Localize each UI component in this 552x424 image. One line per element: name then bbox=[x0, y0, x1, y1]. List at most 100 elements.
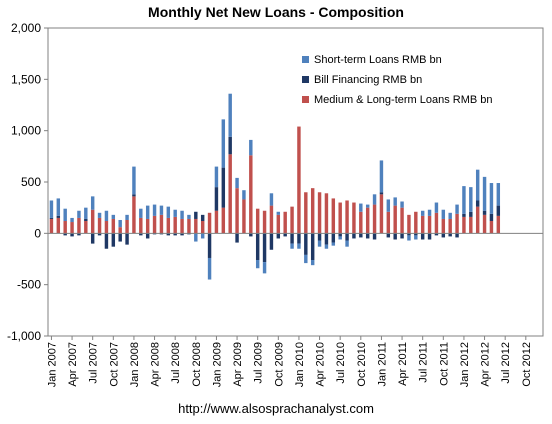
bar-segment bbox=[393, 197, 397, 206]
bar-segment bbox=[304, 192, 308, 234]
x-tick-label: Jan 2007 bbox=[46, 342, 58, 387]
bar-segment bbox=[496, 215, 501, 234]
bar-segment bbox=[407, 214, 411, 234]
x-tick-label: Apr 2011 bbox=[397, 342, 409, 386]
bar-segment bbox=[359, 203, 363, 212]
bar-segment bbox=[297, 243, 301, 249]
bar-segment bbox=[166, 233, 171, 236]
bar-segment bbox=[125, 214, 129, 220]
bar-segment bbox=[111, 214, 116, 219]
bar-segment bbox=[290, 233, 294, 244]
bar-segment bbox=[200, 233, 205, 239]
y-tick-label: -1,000 bbox=[7, 329, 41, 343]
bar-segment bbox=[200, 221, 205, 234]
bar-segment bbox=[49, 218, 54, 234]
legend-swatch bbox=[302, 76, 309, 83]
bar-segment bbox=[372, 233, 377, 240]
bar-segment bbox=[125, 219, 129, 234]
x-tick-label: Apr 2007 bbox=[67, 342, 79, 387]
bar-segment bbox=[414, 233, 418, 236]
bar-segment bbox=[84, 218, 88, 222]
bar-segment bbox=[462, 213, 466, 217]
bar-segment bbox=[194, 218, 198, 234]
x-tick-label: Oct 2011 bbox=[438, 342, 450, 386]
bar-segment bbox=[139, 208, 143, 218]
bar-segment bbox=[180, 210, 184, 219]
bar-segment bbox=[77, 233, 81, 236]
bar-segment bbox=[63, 208, 67, 222]
bar-segment bbox=[386, 233, 391, 238]
bar-segment bbox=[420, 215, 425, 234]
bar-segment bbox=[194, 211, 198, 219]
bar-segment bbox=[180, 233, 184, 236]
bar-segment bbox=[207, 233, 212, 258]
bar-segment bbox=[228, 154, 232, 234]
chart-source-text: http://www.alsosprachanalyst.com bbox=[178, 401, 374, 416]
bar-segment bbox=[200, 214, 205, 222]
y-tick-label: -500 bbox=[17, 278, 41, 292]
bar-segment bbox=[345, 200, 349, 234]
bar-segment bbox=[97, 233, 102, 236]
bar-segment bbox=[118, 219, 122, 228]
bar-segment bbox=[221, 207, 226, 234]
x-tick-label: Oct 2007 bbox=[108, 342, 120, 387]
bar-segment bbox=[77, 217, 81, 234]
bar-segment bbox=[77, 210, 81, 218]
bar-segment bbox=[84, 207, 88, 219]
bar-segment bbox=[475, 169, 480, 201]
bar-segment bbox=[49, 200, 54, 218]
x-tick-label: Oct 2012 bbox=[521, 342, 533, 387]
bar-segment bbox=[345, 233, 349, 241]
bar-segment bbox=[70, 233, 74, 237]
bar-segment bbox=[262, 210, 267, 234]
legend-swatch bbox=[302, 56, 309, 63]
bar-segment bbox=[400, 233, 404, 239]
bar-segment bbox=[63, 233, 67, 236]
x-tick-label: Jan 2012 bbox=[459, 342, 471, 387]
bar-segment bbox=[400, 201, 404, 208]
bar-segment bbox=[214, 187, 219, 211]
x-tick-label: Jan 2009 bbox=[211, 342, 223, 387]
bar-segment bbox=[427, 233, 432, 240]
bar-segment bbox=[365, 207, 370, 234]
bar-segment bbox=[414, 235, 418, 240]
bar-segment bbox=[393, 205, 397, 234]
bar-segment bbox=[173, 209, 177, 217]
y-tick-label: 2,000 bbox=[11, 21, 41, 35]
bar-segment bbox=[132, 166, 136, 195]
bar-segment bbox=[90, 209, 95, 234]
bar-segment bbox=[420, 210, 425, 216]
bar-segment bbox=[90, 233, 95, 244]
bar-segment bbox=[393, 233, 397, 240]
x-tick-label: Apr 2009 bbox=[232, 342, 244, 387]
bar-segment bbox=[414, 211, 418, 234]
bar-segment bbox=[365, 204, 370, 208]
bar-segment bbox=[255, 260, 260, 269]
bar-segment bbox=[324, 193, 329, 234]
bar-segment bbox=[352, 202, 356, 234]
bar-segment bbox=[276, 233, 281, 239]
bar-segment bbox=[56, 215, 61, 218]
bar-segment bbox=[118, 233, 122, 242]
bar-segment bbox=[56, 217, 61, 234]
bar-segment bbox=[207, 257, 212, 280]
bar-segment bbox=[469, 187, 473, 212]
bar-segment bbox=[276, 214, 281, 234]
legend-label: Short-term Loans RMB bn bbox=[314, 54, 442, 66]
bar-segment bbox=[331, 233, 336, 243]
bar-segment bbox=[441, 209, 446, 219]
bar-segment bbox=[469, 211, 473, 217]
x-tick-label: Oct 2008 bbox=[191, 342, 203, 387]
bar-segment bbox=[427, 215, 432, 234]
bar-segment bbox=[235, 233, 239, 243]
bar-segment bbox=[276, 211, 281, 215]
x-tick-label: Jan 2010 bbox=[294, 342, 306, 387]
chart-title: Monthly Net New Loans - Composition bbox=[148, 4, 404, 20]
bar-segment bbox=[111, 218, 116, 234]
bar-segment bbox=[496, 183, 501, 206]
x-tick-label: Oct 2009 bbox=[273, 342, 285, 387]
bar-segment bbox=[482, 210, 487, 215]
bar-segment bbox=[365, 233, 370, 239]
bar-segment bbox=[139, 233, 143, 236]
